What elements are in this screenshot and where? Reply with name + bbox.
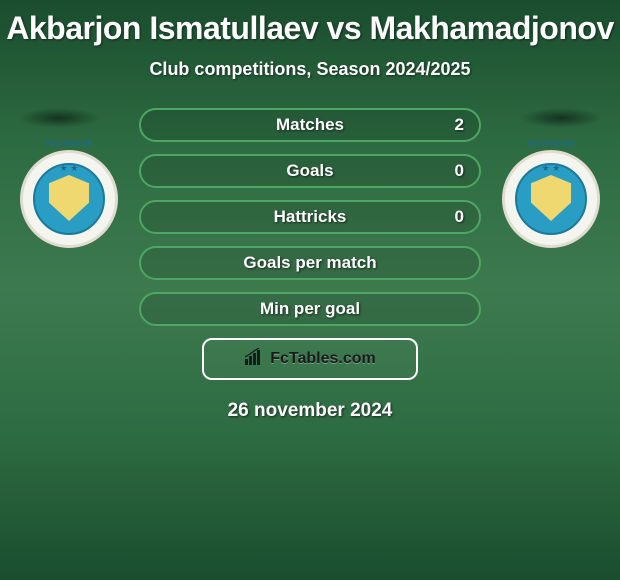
- logo-stars-left: ★ ★: [35, 163, 103, 174]
- logo-crest-left: [49, 175, 89, 221]
- stats-list: Matches 2 Goals 0 Hattricks 0 Goals per …: [139, 108, 481, 326]
- logo-inner-left: ★ ★: [33, 163, 105, 235]
- logo-crest-right: [531, 175, 571, 221]
- logo-inner-right: ★ ★: [515, 163, 587, 235]
- stat-row: Matches 2: [139, 108, 481, 142]
- stat-row: Goals per match: [139, 246, 481, 280]
- date-label: 26 november 2024: [0, 400, 620, 422]
- stat-row: Min per goal: [139, 292, 481, 326]
- shadow-left: [18, 108, 100, 128]
- team-badge-right: PAKHTAKOR ★ ★: [502, 150, 600, 248]
- brand-box[interactable]: FcTables.com: [202, 338, 418, 380]
- stat-row: Goals 0: [139, 154, 481, 188]
- logo-name-left: PAKHTAKOR: [23, 141, 115, 148]
- stat-label: Min per goal: [260, 299, 360, 319]
- stat-value: 0: [455, 207, 464, 227]
- page-title: Akbarjon Ismatullaev vs Makhamadjonov: [0, 0, 620, 47]
- stat-label: Goals: [286, 161, 333, 181]
- subtitle: Club competitions, Season 2024/2025: [0, 59, 620, 80]
- team-badge-left: PAKHTAKOR ★ ★: [20, 150, 118, 248]
- shadow-right: [520, 108, 602, 128]
- brand-text: FcTables.com: [270, 350, 376, 368]
- logo-circle-left: PAKHTAKOR ★ ★: [20, 150, 118, 248]
- stat-value: 0: [455, 161, 464, 181]
- chart-icon: [244, 348, 266, 371]
- logo-name-right: PAKHTAKOR: [505, 141, 597, 148]
- stat-row: Hattricks 0: [139, 200, 481, 234]
- logo-stars-right: ★ ★: [517, 163, 585, 174]
- stat-label: Matches: [276, 115, 344, 135]
- logo-circle-right: PAKHTAKOR ★ ★: [502, 150, 600, 248]
- stat-value: 2: [455, 115, 464, 135]
- content-area: PAKHTAKOR ★ ★ PAKHTAKOR ★ ★ Matches 2 Go…: [0, 108, 620, 422]
- stat-label: Hattricks: [274, 207, 347, 227]
- stat-label: Goals per match: [243, 253, 376, 273]
